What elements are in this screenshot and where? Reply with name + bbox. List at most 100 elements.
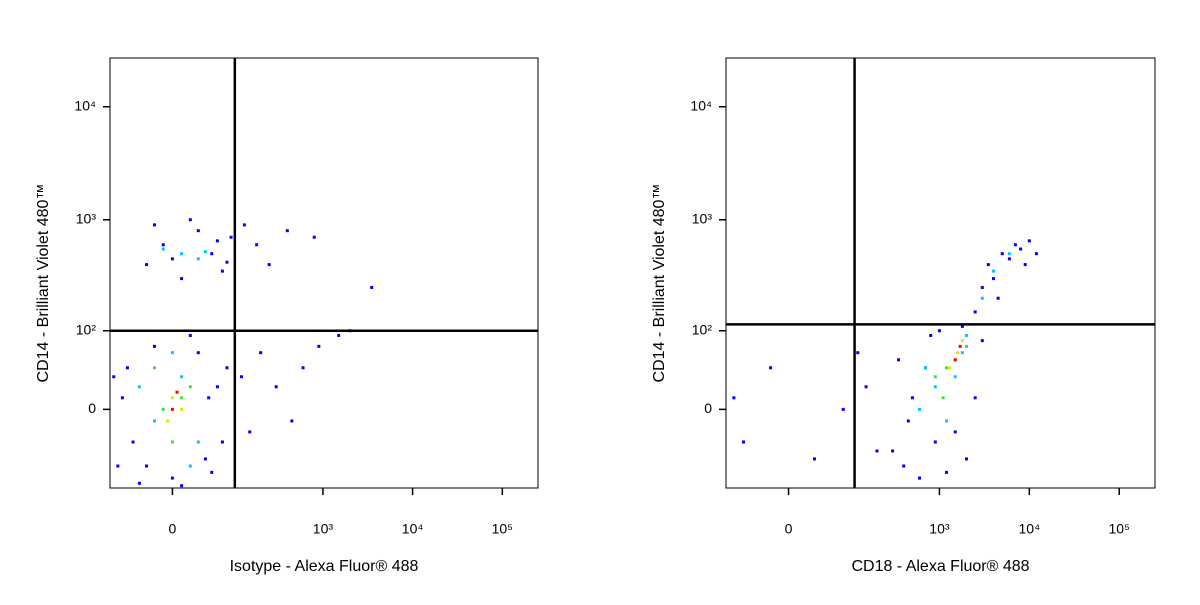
y-tick-label: 10⁴ [690,97,712,113]
event-point [953,430,957,434]
event-point [259,351,263,355]
plot-frame [725,57,1156,489]
event-point [161,243,165,247]
event-point [933,385,937,389]
y-axis-title: CD14 - Brilliant Violet 480™ [651,184,668,383]
event-point [170,257,174,261]
event-point [170,440,174,444]
event-point [370,285,374,289]
event-point [973,396,977,400]
event-point [196,351,200,355]
event-point [125,366,129,370]
event-point [180,375,184,379]
event-point [255,243,259,247]
event-point [196,257,200,261]
event-point [166,419,170,423]
event-point [918,407,922,411]
event-point [741,440,745,444]
event-point [267,263,271,267]
event-point [180,407,184,411]
event-point [112,375,116,379]
event-point [980,296,984,300]
event-point [188,464,192,468]
y-tick-label: 10³ [76,210,97,226]
event-point [941,396,945,400]
event-point [116,464,120,468]
event-point [1034,252,1038,256]
event-point [973,310,977,314]
event-point [953,358,957,362]
event-point [152,344,156,348]
event-point [902,464,906,468]
event-point [170,407,174,411]
event-point [203,250,207,254]
x-tick-label: 10³ [313,521,334,537]
event-point [145,263,149,267]
y-tick-label: 10² [692,321,713,337]
event-point [929,333,933,337]
event-point [812,457,816,461]
event-point [996,296,1000,300]
event-point [215,239,219,243]
event-point [1007,257,1011,261]
x-tick-label: 0 [785,521,793,537]
event-point [891,449,895,453]
event-point [1007,252,1011,256]
event-point [239,375,243,379]
event-point [960,324,964,328]
y-tick-label: 10³ [692,210,713,226]
x-tick-label: 10⁴ [1019,521,1041,537]
event-point [980,285,984,289]
event-point [131,440,135,444]
x-axis-title: Isotype - Alexa Fluor® 488 [230,558,419,575]
event-point [285,229,289,233]
event-point [960,339,964,343]
event-point [137,481,141,485]
event-point [918,476,922,480]
event-point [152,366,156,370]
y-tick-label: 0 [88,400,96,416]
event-point [207,396,211,400]
y-axis-title: CD14 - Brilliant Violet 480™ [35,184,52,383]
event-point [170,351,174,355]
x-tick-label: 0 [169,521,177,537]
event-point [301,366,305,370]
event-point [948,366,952,370]
event-point [1027,239,1031,243]
event-point [170,476,174,480]
event-point [180,252,184,256]
x-tick-label: 10³ [929,521,950,537]
event-point [337,333,341,337]
event-point [196,229,200,233]
x-tick-label: 10⁵ [492,521,513,537]
plot-frame [109,57,539,489]
y-tick-label: 10⁴ [74,97,96,113]
event-point [945,419,949,423]
event-point [220,269,224,273]
event-point [937,329,941,333]
event-point [180,396,184,400]
event-point [945,366,949,370]
event-point [175,390,179,394]
event-point [953,375,957,379]
event-point [152,223,156,227]
event-point [180,484,184,488]
event-point [964,344,968,348]
event-point [203,457,207,461]
event-point [210,252,214,256]
event-point [196,440,200,444]
event-point [188,333,192,337]
event-point [145,464,149,468]
event-point [864,385,868,389]
event-point [945,470,949,474]
event-point [910,396,914,400]
event-point [732,396,736,400]
event-point [242,223,246,227]
event-point [964,333,968,337]
event-point [312,235,316,239]
event-point [180,277,184,281]
event-point [856,351,860,355]
event-point [897,358,901,362]
event-point [170,396,174,400]
